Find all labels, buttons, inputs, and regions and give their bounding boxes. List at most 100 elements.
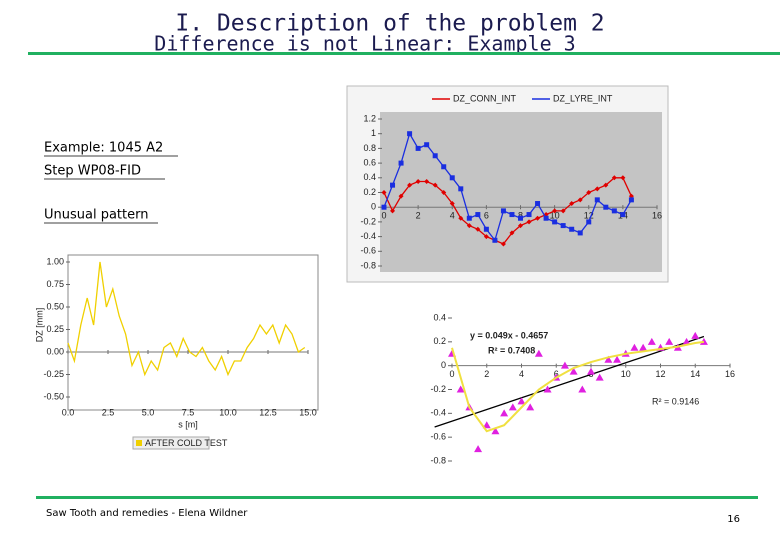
marker xyxy=(595,373,604,381)
y-tick-label: 0.4 xyxy=(433,312,446,322)
marker xyxy=(577,230,583,236)
marker xyxy=(665,337,674,345)
x-tick-label: 4 xyxy=(519,369,524,379)
marker xyxy=(500,208,506,214)
slide-subtitle: Difference is not Linear: Example 3 xyxy=(154,32,575,56)
y-tick-label: -0.4 xyxy=(430,408,446,418)
slide-title: I. Description of the problem 2 xyxy=(175,11,604,37)
marker xyxy=(509,212,515,218)
marker xyxy=(474,445,483,453)
marker xyxy=(560,208,566,214)
marker xyxy=(441,190,447,195)
marker xyxy=(535,215,541,221)
x-tick-label: 0.0 xyxy=(62,407,75,417)
legend-label: DZ_LYRE_INT xyxy=(553,93,613,103)
x-tick-label: 12.5 xyxy=(259,407,277,417)
y-tick-label: 0.4 xyxy=(363,172,376,182)
bottom-rule xyxy=(36,496,758,499)
legend-label: DZ_CONN_INT xyxy=(453,93,517,103)
marker xyxy=(543,215,549,221)
y-tick-label: 0.75 xyxy=(46,279,64,289)
legend-swatch xyxy=(136,440,142,446)
x-tick-label: 7.5 xyxy=(182,407,195,417)
annotation: R² = 0.7408 xyxy=(488,345,535,355)
plot-area xyxy=(380,112,662,272)
marker xyxy=(482,421,491,429)
y-tick-label: 0.2 xyxy=(433,336,446,346)
x-tick-label: 14 xyxy=(690,369,700,379)
x-axis-label: s [m] xyxy=(178,419,198,429)
marker xyxy=(603,204,609,210)
x-tick-label: 2 xyxy=(416,211,421,221)
marker xyxy=(534,349,543,357)
marker xyxy=(449,201,455,207)
y-tick-label: -0.25 xyxy=(43,369,64,379)
marker xyxy=(424,178,430,184)
y-tick-label: -0.6 xyxy=(360,246,376,256)
marker xyxy=(628,197,634,203)
y-tick-label: -0.2 xyxy=(360,216,376,226)
y-tick-label: -0.8 xyxy=(430,455,446,465)
marker xyxy=(491,427,500,435)
y-tick-label: 0.25 xyxy=(46,324,64,334)
marker xyxy=(518,215,523,221)
marker xyxy=(432,182,438,188)
marker xyxy=(449,175,455,181)
marker xyxy=(475,212,481,218)
note: Example: 1045 A2 xyxy=(44,141,163,156)
marker xyxy=(517,397,526,405)
y-tick-label: 0.6 xyxy=(363,157,376,167)
marker xyxy=(586,190,592,195)
marker xyxy=(398,193,404,199)
x-tick-label: 4 xyxy=(450,211,455,221)
marker xyxy=(611,175,617,181)
marker xyxy=(508,403,517,411)
marker xyxy=(560,223,566,229)
y-tick-label: -0.50 xyxy=(43,391,64,401)
marker xyxy=(456,385,465,393)
marker xyxy=(466,215,472,221)
marker xyxy=(611,208,617,214)
y-tick-label: -0.8 xyxy=(360,260,376,270)
plot-area xyxy=(67,254,319,411)
marker xyxy=(390,208,396,214)
marker xyxy=(415,145,421,151)
marker xyxy=(535,201,541,207)
y-tick-label: 0.00 xyxy=(46,346,64,356)
marker xyxy=(526,219,532,225)
marker xyxy=(415,178,421,184)
marker xyxy=(586,219,592,225)
x-tick-label: 10 xyxy=(621,369,631,379)
marker xyxy=(552,208,558,214)
marker xyxy=(526,403,535,411)
series-line xyxy=(67,261,306,377)
marker xyxy=(432,153,438,159)
marker xyxy=(466,223,472,229)
y-tick-label: 0 xyxy=(441,360,446,370)
marker xyxy=(407,182,413,188)
y-tick-label: -0.2 xyxy=(430,384,446,394)
marker xyxy=(578,385,587,393)
marker xyxy=(630,343,639,351)
marker xyxy=(518,223,523,229)
note: Unusual pattern xyxy=(44,208,148,223)
marker xyxy=(552,219,558,225)
marker xyxy=(526,212,532,218)
marker xyxy=(483,234,489,240)
x-tick-label: 15.0 xyxy=(299,407,317,417)
x-tick-label: 2 xyxy=(484,369,489,379)
legend-box xyxy=(132,436,210,450)
x-tick-label: 5.0 xyxy=(142,407,155,417)
marker xyxy=(594,186,600,192)
marker xyxy=(560,361,569,369)
x-tick-label: 12 xyxy=(655,369,665,379)
marker xyxy=(682,337,691,345)
top-rule xyxy=(28,52,780,55)
x-tick-label: 10.0 xyxy=(219,407,237,417)
y-tick-label: 1.00 xyxy=(46,256,64,266)
marker xyxy=(543,385,552,393)
x-tick-label: 12 xyxy=(584,211,594,221)
series-line xyxy=(451,340,705,433)
page-number: 16 xyxy=(727,514,740,525)
